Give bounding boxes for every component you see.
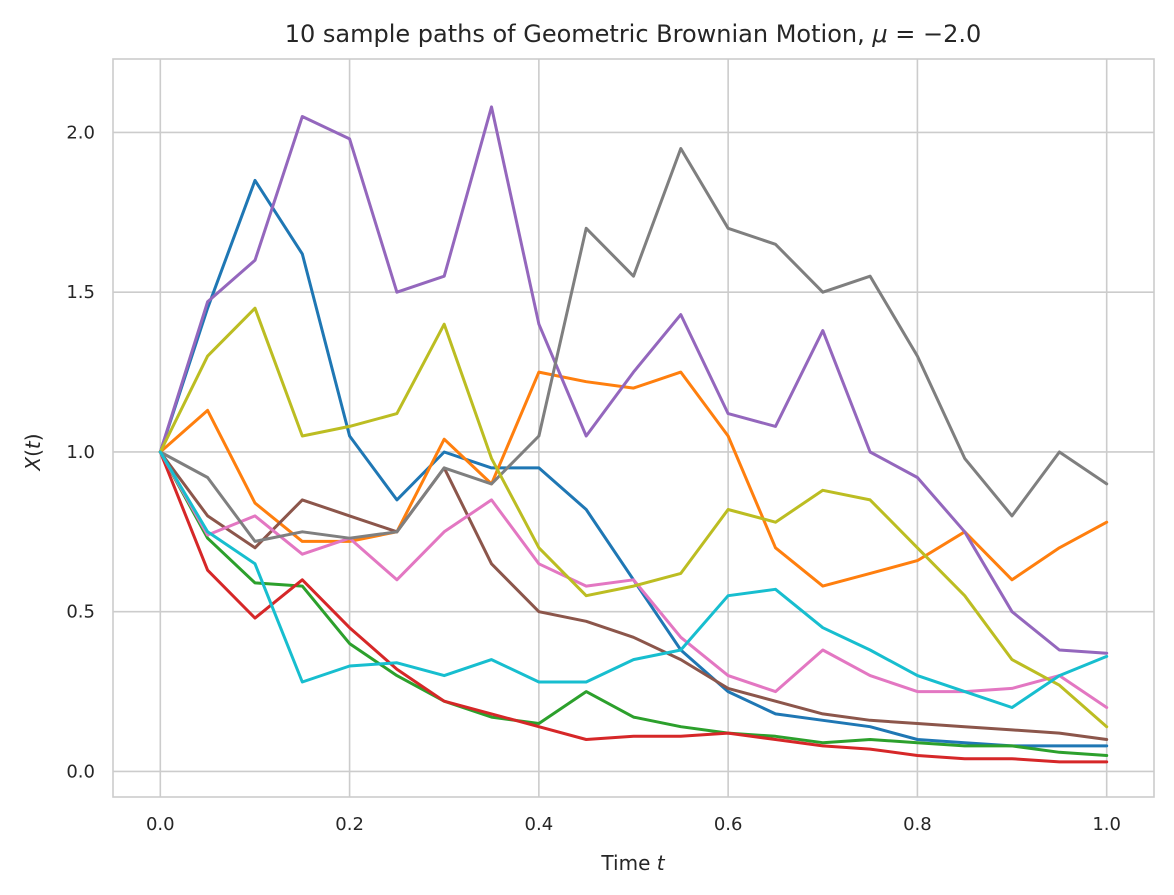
series-line-8 — [158, 147, 1109, 543]
series-line-5 — [158, 105, 1109, 655]
x-axis-label: Time t — [600, 851, 665, 875]
series-line-3 — [158, 450, 1109, 757]
y-tick-label: 0.5 — [66, 602, 95, 623]
x-tick-label: 0.8 — [903, 814, 932, 835]
plot-area — [112, 58, 1155, 798]
y-tick-label: 0.0 — [66, 761, 95, 782]
y-axis-label: X(t) — [21, 433, 45, 471]
chart-title: 10 sample paths of Geometric Brownian Mo… — [285, 20, 982, 48]
series-line-6 — [158, 450, 1109, 741]
series-layer — [158, 105, 1109, 764]
x-axis-ticks: 0.0 0.2 0.4 0.6 0.8 1.0 — [146, 814, 1121, 835]
series-line-9 — [158, 306, 1109, 729]
series-line-2 — [158, 370, 1109, 588]
x-tick-label: 0.0 — [146, 814, 175, 835]
series-line-4 — [158, 450, 1109, 764]
grid — [113, 59, 1154, 797]
y-tick-label: 1.0 — [66, 442, 95, 463]
x-tick-label: 1.0 — [1092, 814, 1121, 835]
x-tick-label: 0.4 — [525, 814, 554, 835]
y-tick-label: 2.0 — [66, 122, 95, 143]
x-tick-label: 0.6 — [714, 814, 743, 835]
y-tick-label: 1.5 — [66, 282, 95, 303]
y-axis-ticks: 0.0 0.5 1.0 1.5 2.0 — [66, 122, 95, 782]
x-tick-label: 0.2 — [335, 814, 364, 835]
series-line-7 — [158, 450, 1109, 709]
series-line-10 — [158, 450, 1109, 709]
